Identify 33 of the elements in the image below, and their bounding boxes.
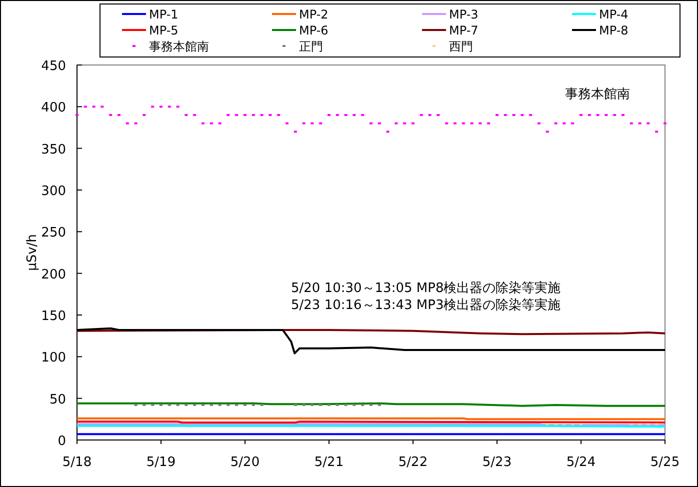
y-tick-label: 0	[58, 434, 66, 449]
y-tick-label: 250	[41, 226, 66, 241]
x-tick-label: 5/20	[230, 455, 260, 470]
legend-label: MP-3	[449, 8, 478, 22]
legend-label: MP-2	[299, 8, 328, 22]
x-tick-label: 5/25	[650, 455, 680, 470]
legend-label: 西門	[449, 40, 473, 54]
annotation: 5/23 10:16～13:43 MP3検出器の除染等実施	[291, 297, 561, 313]
x-tick-label: 5/22	[398, 455, 428, 470]
y-tick-label: 50	[49, 392, 66, 408]
y-tick-label: 100	[41, 350, 66, 366]
x-tick-label: 5/18	[62, 455, 92, 470]
y-tick-label: 200	[41, 267, 66, 282]
y-tick-label: 150	[41, 309, 66, 324]
annotation: 事務本館南	[565, 87, 630, 102]
legend-label: MP-7	[449, 24, 478, 38]
legend-label: MP-5	[149, 24, 178, 38]
x-tick-label: 5/24	[566, 455, 596, 470]
legend-label: MP-6	[299, 24, 328, 38]
legend-label: 正門	[299, 40, 323, 54]
x-tick-label: 5/19	[146, 455, 176, 470]
y-tick-label: 350	[41, 142, 66, 158]
y-axis-title: μSv/h	[25, 234, 40, 271]
annotation: 5/20 10:30～13:05 MP8検出器の除染等実施	[291, 280, 561, 296]
y-tick-label: 300	[41, 184, 66, 199]
y-tick-label: 450	[41, 59, 66, 74]
legend-label: MP-1	[149, 8, 178, 22]
legend-label: 事務本館南	[149, 40, 209, 54]
x-tick-label: 5/21	[314, 455, 344, 470]
x-tick-label: 5/23	[482, 455, 512, 470]
legend-label: MP-4	[599, 8, 628, 22]
y-tick-label: 400	[41, 100, 66, 116]
legend-label: MP-8	[599, 24, 628, 38]
